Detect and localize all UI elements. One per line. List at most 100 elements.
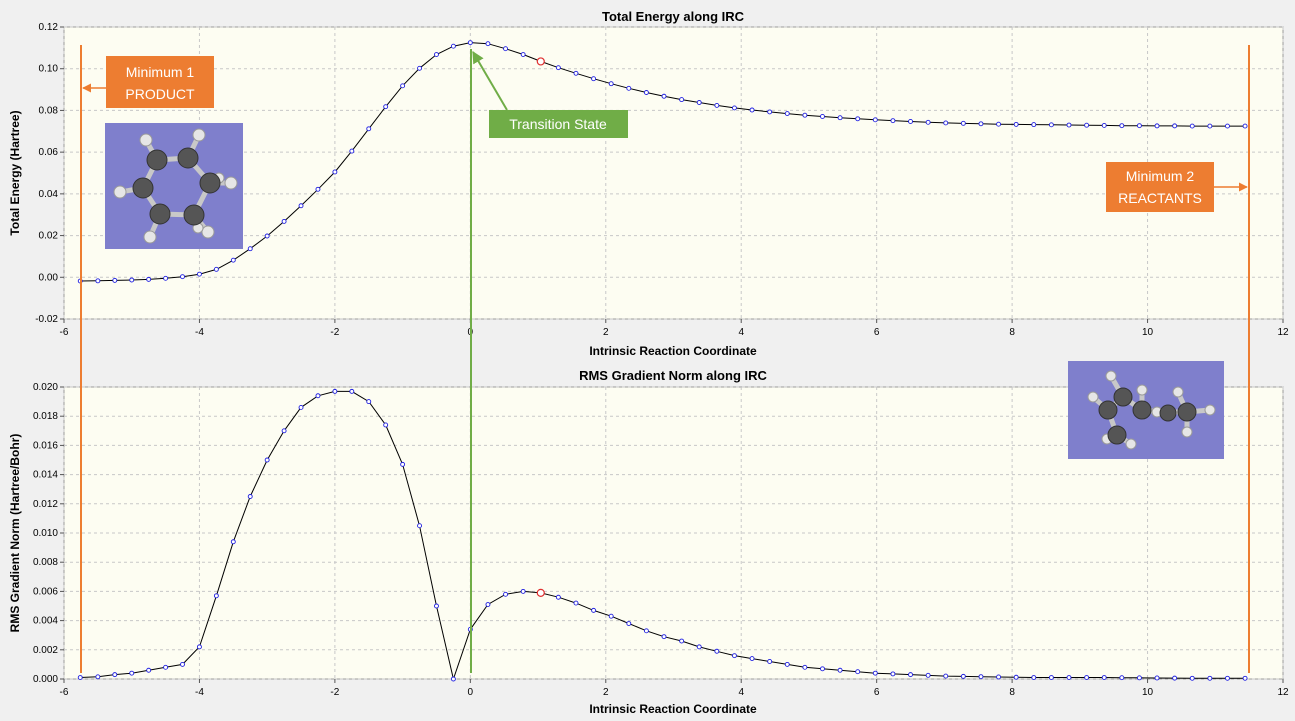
data-point: [95, 278, 101, 284]
product-molecule-bg: [105, 123, 243, 249]
y-tick-label: 0.06: [39, 147, 59, 158]
data-point: [626, 621, 632, 626]
data-point: [520, 588, 526, 594]
data-point: [696, 644, 702, 650]
data-point: [1119, 123, 1125, 129]
data-point: [837, 115, 843, 121]
x-tick-label: -4: [195, 687, 204, 698]
data-point: [450, 43, 456, 49]
data-point: [503, 46, 508, 52]
data-point: [450, 676, 456, 682]
data-point: [1013, 674, 1019, 680]
data-point: [1066, 122, 1072, 128]
data-point: [112, 672, 118, 678]
x-tick-label: 6: [874, 327, 880, 338]
data-point: [332, 169, 338, 175]
energy-x-axis-label: Intrinsic Reaction Coordinate: [589, 344, 757, 358]
data-point: [696, 100, 702, 105]
data-point: [1013, 121, 1019, 127]
data-point: [315, 393, 321, 399]
data-point: [247, 494, 253, 499]
x-tick-label: -4: [195, 327, 204, 338]
data-point: [315, 186, 321, 192]
data-point: [749, 656, 755, 662]
y-tick-label: 0.012: [33, 499, 58, 510]
y-tick-label: 0.08: [39, 105, 59, 116]
minimum-2-sublabel: REACTANTS: [1118, 190, 1202, 206]
data-point: [1101, 675, 1107, 680]
x-tick-label: 8: [1009, 327, 1015, 338]
data-point: [908, 119, 913, 124]
transition-state-label: Transition State: [509, 116, 607, 132]
y-tick-label: 0.02: [39, 231, 59, 242]
y-tick-label: 0.016: [33, 440, 58, 451]
data-point: [180, 661, 185, 667]
data-point: [855, 116, 861, 122]
gradient-y-axis-label: RMS Gradient Norm (Hartree/Bohr): [8, 434, 22, 633]
data-point: [129, 277, 135, 283]
minimum-2-callout: Minimum 2 REACTANTS: [1106, 162, 1248, 212]
data-point: [820, 666, 825, 672]
x-tick-label: 4: [738, 327, 744, 338]
data-point: [555, 594, 561, 600]
data-point: [732, 653, 737, 659]
data-point: [1048, 122, 1054, 128]
reactant-molecule-image: [1068, 361, 1224, 459]
data-point: [247, 246, 253, 252]
data-point: [714, 102, 720, 108]
data-point: [767, 109, 773, 115]
data-point: [732, 105, 737, 111]
data-point: [298, 203, 304, 209]
data-point: [996, 121, 1002, 127]
transition-state-arrow: [472, 50, 508, 111]
data-point: [679, 97, 685, 103]
data-point: [1048, 675, 1054, 680]
data-point: [196, 644, 202, 650]
x-tick-label: 8: [1009, 687, 1015, 698]
minimum-2-label: Minimum 2: [1126, 168, 1195, 184]
minimum-1-sublabel: PRODUCT: [125, 86, 195, 102]
minimum-1-label: Minimum 1: [126, 64, 195, 80]
energy-y-ticks: -0.02 0.00 0.02 0.04 0.06 0.08 0.10 0.12: [35, 22, 64, 325]
energy-points: [77, 40, 1248, 284]
highlighted-data-point: [536, 588, 545, 597]
gradient-x-ticks: -6 -4 -2 0 2 4 6 8 10 12: [60, 679, 1289, 698]
minimum-1-callout: Minimum 1 PRODUCT: [82, 56, 214, 108]
transition-state-box: [489, 110, 628, 138]
data-point: [608, 81, 614, 87]
data-point: [855, 669, 861, 675]
data-point: [129, 670, 135, 676]
gradient-points: [77, 388, 1248, 682]
data-point: [264, 233, 270, 239]
x-tick-label: 12: [1277, 687, 1289, 698]
data-point: [213, 593, 219, 599]
product-molecule-image: [105, 123, 243, 249]
data-point: [643, 628, 649, 634]
data-point: [784, 661, 790, 667]
data-point: [1172, 123, 1178, 129]
x-tick-label: 10: [1142, 687, 1154, 698]
data-point: [555, 65, 561, 71]
y-tick-label: 0.004: [33, 616, 58, 627]
gradient-curve: [80, 390, 1246, 681]
data-point: [890, 118, 896, 124]
data-point: [332, 388, 338, 394]
highlighted-data-point: [536, 57, 545, 66]
data-point: [679, 638, 685, 644]
transition-state-callout: Transition State: [472, 50, 628, 138]
data-point: [1119, 675, 1125, 681]
data-point: [95, 674, 101, 680]
x-tick-label: -6: [60, 687, 69, 698]
data-point: [281, 218, 287, 224]
data-point: [749, 107, 755, 113]
data-point: [1136, 675, 1142, 681]
data-point: [960, 673, 966, 679]
y-tick-label: 0.014: [33, 470, 58, 481]
data-point: [1189, 123, 1195, 129]
data-point: [112, 277, 118, 283]
y-tick-label: 0.04: [39, 189, 59, 200]
x-tick-label: 6: [874, 687, 880, 698]
